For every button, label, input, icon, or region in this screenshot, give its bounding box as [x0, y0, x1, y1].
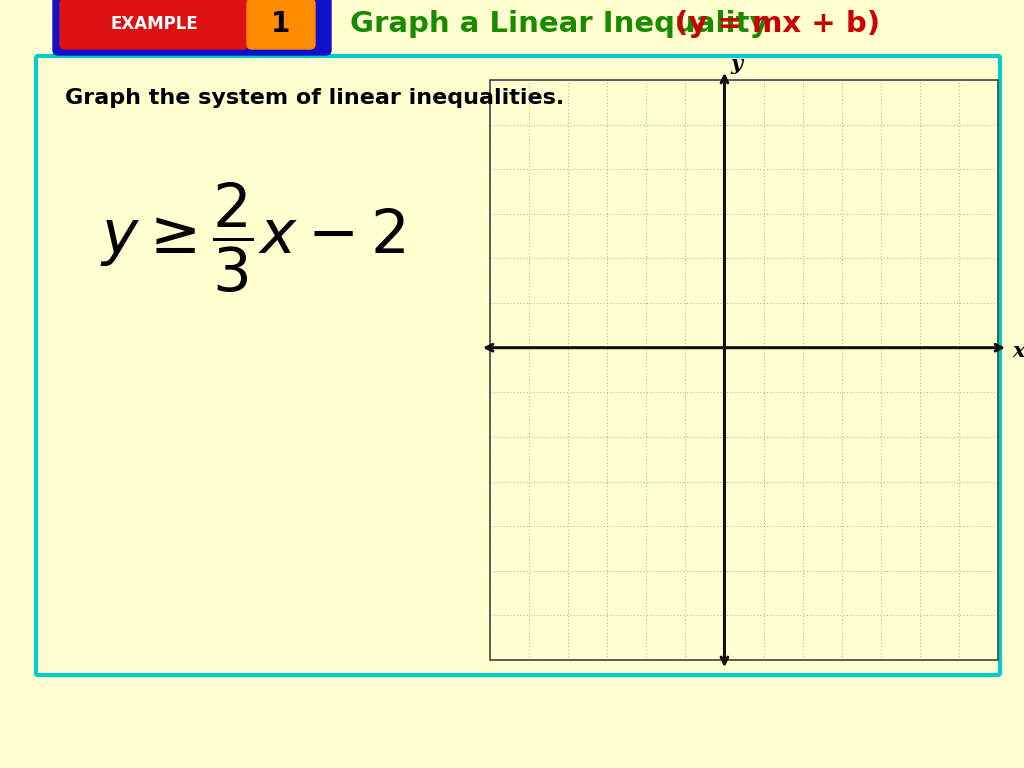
FancyBboxPatch shape	[247, 0, 315, 49]
Text: $y \geq \dfrac{2}{3}x - 2$: $y \geq \dfrac{2}{3}x - 2$	[100, 181, 406, 295]
Text: x: x	[1012, 341, 1024, 361]
Text: EXAMPLE: EXAMPLE	[111, 15, 198, 33]
FancyBboxPatch shape	[53, 0, 331, 55]
Text: Graph a Linear Inequality: Graph a Linear Inequality	[350, 10, 778, 38]
Text: (y = mx + b): (y = mx + b)	[675, 10, 880, 38]
Bar	[490, 80, 998, 660]
Text: 1: 1	[271, 10, 291, 38]
Text: Graph the system of linear inequalities.: Graph the system of linear inequalities.	[65, 88, 564, 108]
FancyBboxPatch shape	[60, 0, 248, 49]
Bar	[490, 80, 998, 660]
Text: y: y	[730, 54, 742, 74]
